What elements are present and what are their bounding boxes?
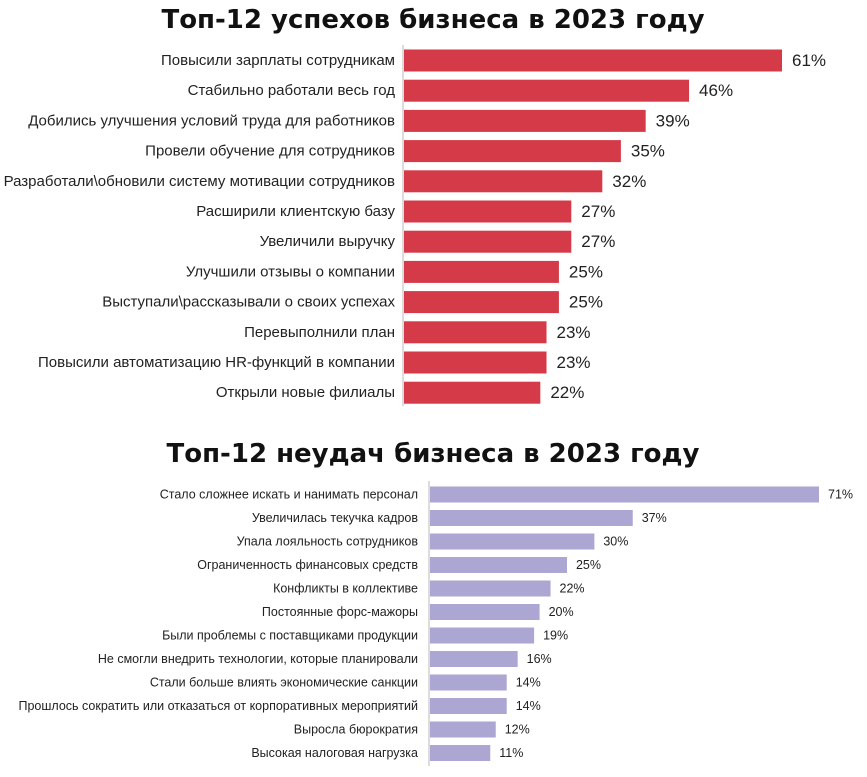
failure-value-label: 11% xyxy=(499,746,523,760)
success-value-label: 25% xyxy=(569,262,603,281)
failure-value-label: 14% xyxy=(516,676,541,690)
success-category-label: Расширили клиентскую базу xyxy=(196,203,395,220)
failure-bar xyxy=(430,557,567,573)
success-bar xyxy=(404,200,572,223)
failure-category-label: Были проблемы с поставщиками продукции xyxy=(162,629,418,643)
success-bar xyxy=(404,381,541,404)
success-category-label: Улучшили отзывы о компании xyxy=(186,263,395,280)
failure-category-label: Постоянные форс-мажоры xyxy=(262,605,418,619)
success-category-label: Увеличили выручку xyxy=(260,233,396,250)
failure-bar xyxy=(430,533,595,550)
success-category-label: Стабильно работали весь год xyxy=(188,82,396,99)
success-bar xyxy=(404,140,621,163)
success-category-label: Провели обучение для сотрудников xyxy=(145,143,395,160)
failure-category-label: Не смогли внедрить технологии, которые п… xyxy=(98,652,418,666)
success-value-label: 23% xyxy=(557,353,591,372)
failure-chart-title: Топ-12 неудач бизнеса в 2023 году xyxy=(167,439,700,469)
success-value-label: 27% xyxy=(581,202,615,221)
success-category-label: Добились улучшения условий труда для раб… xyxy=(28,112,395,129)
success-category-label: Повысили автоматизацию HR-функций в комп… xyxy=(38,354,395,371)
success-chart-title: Топ-12 успехов бизнеса в 2023 году xyxy=(161,5,704,35)
success-bar xyxy=(404,321,547,344)
failure-value-label: 14% xyxy=(516,699,541,713)
success-value-label: 46% xyxy=(699,81,733,100)
failure-value-label: 37% xyxy=(642,511,667,525)
failure-chart-marks: Стало сложнее искать и нанимать персонал… xyxy=(18,486,853,761)
success-bar xyxy=(404,49,782,72)
failure-category-label: Увеличилась текучка кадров xyxy=(252,511,418,525)
success-bar xyxy=(404,79,690,102)
success-value-label: 61% xyxy=(792,51,826,70)
failure-value-label: 25% xyxy=(576,558,601,572)
success-value-label: 32% xyxy=(612,172,646,191)
success-category-label: Перевыполнили план xyxy=(244,324,395,341)
success-category-label: Повысили зарплаты сотрудникам xyxy=(161,52,395,69)
failure-value-label: 12% xyxy=(505,723,530,737)
success-chart: Топ-12 успехов бизнеса в 2023 году Повыс… xyxy=(4,5,826,406)
success-value-label: 35% xyxy=(631,142,665,161)
failure-value-label: 22% xyxy=(560,582,585,596)
failure-category-label: Высокая налоговая нагрузка xyxy=(251,746,418,760)
failure-category-label: Упала лояльность сотрудников xyxy=(237,535,419,549)
success-category-label: Разработали\обновили систему мотивации с… xyxy=(4,173,395,190)
success-value-label: 27% xyxy=(581,232,615,251)
success-bar xyxy=(404,291,559,314)
failure-category-label: Стало сложнее искать и нанимать персонал xyxy=(160,488,418,502)
failure-value-label: 30% xyxy=(603,535,628,549)
success-bar xyxy=(404,230,572,253)
failure-value-label: 16% xyxy=(527,652,552,666)
success-value-label: 39% xyxy=(656,111,690,130)
failure-category-label: Конфликты в коллективе xyxy=(273,582,418,596)
failure-bar xyxy=(430,604,540,620)
failure-value-label: 71% xyxy=(828,488,853,502)
success-chart-marks: Повысили зарплаты сотрудникам 61% Стабильн… xyxy=(4,49,826,404)
failure-value-label: 20% xyxy=(549,605,574,619)
success-bar xyxy=(404,170,603,193)
failure-bar xyxy=(430,486,819,503)
success-value-label: 23% xyxy=(557,323,591,342)
failure-bar xyxy=(430,674,507,691)
failure-bar xyxy=(430,651,518,667)
success-value-label: 22% xyxy=(550,383,584,402)
failure-category-label: Прошлось сократить или отказаться от кор… xyxy=(18,699,418,713)
success-category-label: Открыли новые филиалы xyxy=(216,384,395,401)
success-bar xyxy=(404,109,646,132)
failure-bar xyxy=(430,510,633,526)
failure-bar xyxy=(430,627,535,644)
success-value-label: 25% xyxy=(569,293,603,312)
failure-category-label: Ограниченность финансовых средств xyxy=(197,558,418,572)
failure-bar xyxy=(430,721,496,738)
success-bar xyxy=(404,351,547,374)
failure-bar xyxy=(430,745,491,761)
failure-category-label: Выросла бюрократия xyxy=(294,723,418,737)
success-category-label: Выступали\рассказывали о своих успехах xyxy=(102,294,395,311)
failure-value-label: 19% xyxy=(543,629,568,643)
failure-bar xyxy=(430,580,551,597)
failure-chart: Топ-12 неудач бизнеса в 2023 году Стало … xyxy=(18,439,853,766)
failure-category-label: Стали больше влиять экономические санкци… xyxy=(150,676,418,690)
failure-bar xyxy=(430,698,507,714)
success-bar xyxy=(404,260,559,283)
